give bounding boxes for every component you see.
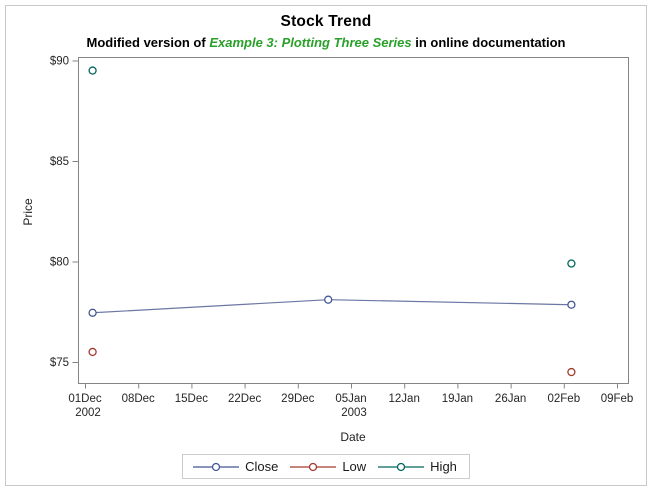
x-tick-label: 08Dec (122, 393, 155, 405)
close-marker (324, 295, 333, 304)
y-tick-label: $90 (50, 56, 69, 68)
x-tick-label: 05Jan (335, 393, 366, 405)
low-legend-marker-icon (290, 462, 337, 471)
legend-label: High (430, 459, 457, 474)
x-tick-label: 12Jan (389, 393, 420, 405)
high-legend-marker-icon (378, 462, 425, 471)
x-tick-label: 26Jan (495, 393, 526, 405)
subtitle-prefix: Modified version of (86, 35, 210, 50)
x-tick-label: 19Jan (442, 393, 473, 405)
low-marker (88, 347, 97, 357)
subtitle-emphasis: Example 3: Plotting Three Series (209, 35, 412, 50)
chart-subtitle: Modified version of Example 3: Plotting … (51, 35, 601, 50)
legend-row: Close Low High (0, 454, 652, 479)
y-tick-label: $80 (50, 257, 69, 269)
x-tick-label: 02Feb (547, 393, 580, 405)
close-marker (567, 300, 576, 309)
x-axis-title: Date (340, 430, 366, 444)
close-line (92, 299, 572, 314)
x-tick-year-label: 2003 (341, 407, 367, 419)
x-tick-label: 29Dec (281, 393, 314, 405)
legend-label: Close (245, 459, 279, 474)
high-marker (88, 66, 97, 75)
x-tick-label: 01Dec (68, 393, 101, 405)
legend-entry-close: Close (193, 459, 290, 474)
y-tick-label: $75 (50, 357, 69, 369)
chart-title: Stock Trend (280, 13, 372, 30)
subtitle-suffix: in online documentation (411, 35, 566, 50)
x-tick-year-label: 2002 (75, 407, 101, 419)
close-marker (88, 308, 97, 317)
x-tick-label: 09Feb (601, 393, 634, 405)
x-tick-label: 22Dec (228, 393, 261, 405)
y-tick-label: $85 (50, 156, 69, 168)
high-marker (567, 259, 576, 268)
legend-entry-high: High (378, 459, 459, 474)
x-tick-label: 15Dec (175, 393, 208, 405)
legend-label: Low (342, 459, 367, 474)
legend-entry-low: Low (290, 459, 378, 474)
low-marker (567, 367, 576, 377)
legend: Close Low High (182, 454, 470, 479)
plot-frame (78, 57, 629, 384)
close-legend-marker-icon (193, 462, 240, 471)
chart-titles: Stock Trend Modified version of Example … (51, 13, 601, 50)
